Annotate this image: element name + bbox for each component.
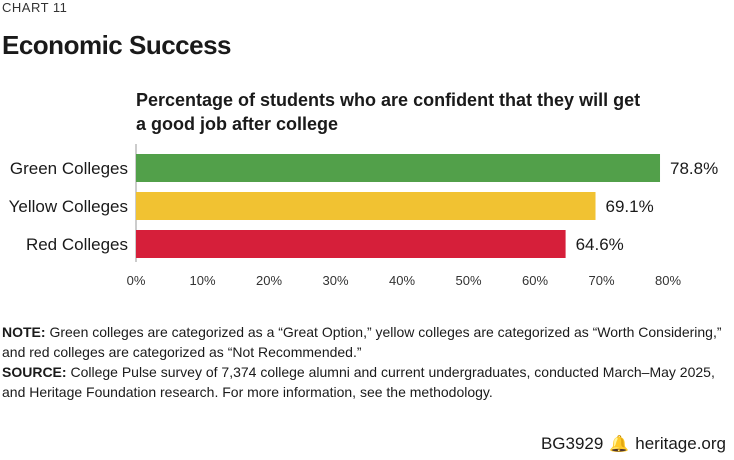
subtitle-line-1: Percentage of students who are confident… bbox=[136, 90, 641, 110]
source: SOURCE: College Pulse survey of 7,374 co… bbox=[2, 362, 732, 402]
x-tick-label: 80% bbox=[655, 273, 681, 288]
chart-subtitle: Percentage of students who are confident… bbox=[136, 88, 696, 136]
source-label: SOURCE: bbox=[2, 364, 67, 380]
value-label: 69.1% bbox=[606, 197, 654, 216]
value-label: 64.6% bbox=[576, 235, 624, 254]
value-label: 78.8% bbox=[670, 159, 718, 178]
chart-title: Economic Success bbox=[2, 30, 232, 60]
note: NOTE: Green colleges are categorized as … bbox=[2, 322, 732, 362]
note-text: Green colleges are categorized as a “Gre… bbox=[2, 324, 722, 360]
category-label: Yellow Colleges bbox=[9, 197, 128, 216]
category-label: Red Colleges bbox=[26, 235, 128, 254]
x-tick-label: 0% bbox=[127, 273, 146, 288]
x-tick-label: 60% bbox=[522, 273, 548, 288]
footer: BG3929 🔔 heritage.org bbox=[541, 434, 726, 454]
x-tick-label: 20% bbox=[256, 273, 282, 288]
bar-green-colleges bbox=[136, 154, 661, 182]
bar-chart: Green Colleges 78.8% Yellow Colleges 69.1% R… bbox=[9, 144, 718, 288]
x-tick-label: 70% bbox=[588, 273, 614, 288]
subtitle-line-2: a good job after college bbox=[136, 114, 339, 134]
chart-number: CHART 11 bbox=[2, 0, 68, 15]
x-tick-label: 30% bbox=[322, 273, 348, 288]
report-id: BG3929 bbox=[540, 434, 604, 453]
note-label: NOTE: bbox=[2, 324, 46, 340]
x-tick-label: 10% bbox=[189, 273, 215, 288]
x-tick-label: 40% bbox=[389, 273, 415, 288]
category-label: Green Colleges bbox=[10, 159, 128, 178]
bar-red-colleges bbox=[136, 230, 566, 258]
notes-block: NOTE: Green colleges are categorized as … bbox=[2, 322, 732, 402]
liberty-bell-icon: 🔔 bbox=[609, 436, 630, 453]
bar-yellow-colleges bbox=[136, 192, 596, 220]
x-tick-label: 50% bbox=[455, 273, 481, 288]
source-text: College Pulse survey of 7,374 college al… bbox=[2, 364, 715, 400]
site-link[interactable]: heritage.org bbox=[635, 434, 726, 453]
